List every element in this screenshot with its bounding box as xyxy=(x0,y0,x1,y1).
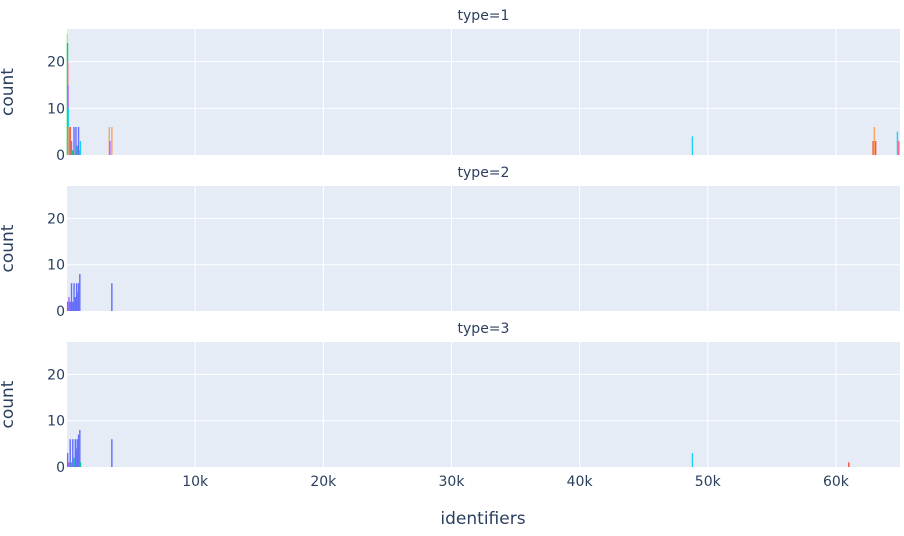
histogram-bar xyxy=(73,127,75,155)
histogram-bar xyxy=(111,127,113,155)
histogram-bar xyxy=(68,127,70,155)
histogram-bar xyxy=(79,429,81,467)
x-axis-title: identifiers xyxy=(440,509,525,529)
facet-title: type=2 xyxy=(458,165,510,181)
facet-panel: 0 10 20 count type=2 xyxy=(0,165,900,320)
histogram-bar xyxy=(111,283,113,311)
x-tick-label: 20k xyxy=(310,474,337,490)
y-tick-label: 0 xyxy=(56,304,65,320)
histogram-bar xyxy=(70,141,73,155)
histogram-bar xyxy=(74,297,77,311)
histogram-bar xyxy=(70,462,73,467)
histogram-bar xyxy=(68,462,70,467)
y-axis-title: count xyxy=(0,224,18,272)
histogram-bar xyxy=(79,141,82,155)
x-tick-label: 60k xyxy=(823,474,850,490)
facets-layer: 0 10 20 count type=1 0 10 20 count type=2 0 10 20 cou… xyxy=(0,8,900,476)
histogram-bar xyxy=(848,462,850,467)
histogram-bar xyxy=(69,301,71,311)
histogram-bar xyxy=(70,283,73,311)
facet-panel: 0 10 20 count type=3 xyxy=(0,321,900,476)
y-tick-label: 0 xyxy=(56,148,65,164)
y-tick-label: 20 xyxy=(47,55,65,71)
histogram-bar xyxy=(77,434,80,467)
y-tick-label: 10 xyxy=(47,258,65,274)
histogram-bar xyxy=(873,127,876,155)
histogram-bar xyxy=(896,131,899,155)
histogram-bar xyxy=(79,462,82,467)
histogram-bar xyxy=(72,150,74,155)
histogram-bar xyxy=(68,297,70,311)
histogram-bar xyxy=(691,453,694,467)
histogram-bar xyxy=(79,273,81,311)
facet-panel: 0 10 20 count type=1 xyxy=(0,8,900,164)
histogram-bar xyxy=(76,145,78,155)
y-tick-label: 10 xyxy=(47,414,65,430)
y-tick-label: 20 xyxy=(47,211,65,227)
histogram-bar xyxy=(73,457,75,467)
y-tick-label: 20 xyxy=(47,367,65,383)
y-axis-title: count xyxy=(0,380,18,428)
histogram-bar xyxy=(66,301,69,311)
plot-background xyxy=(67,29,900,155)
facet-title: type=1 xyxy=(458,8,510,24)
histogram-bar xyxy=(69,439,71,467)
histogram-bar xyxy=(77,127,80,155)
histogram-bar xyxy=(77,283,80,311)
x-tick-label: 50k xyxy=(695,474,722,490)
histogram-bar xyxy=(73,283,75,311)
histogram-bar xyxy=(72,301,74,311)
histogram-bar xyxy=(872,141,874,155)
x-tick-label: 30k xyxy=(439,474,466,490)
histogram-bar xyxy=(898,141,900,155)
facet-title: type=3 xyxy=(458,321,510,337)
histogram-bar xyxy=(691,136,694,155)
y-axis-title: count xyxy=(0,68,18,116)
y-tick-label: 10 xyxy=(47,101,65,117)
x-tick-label: 10k xyxy=(182,474,209,490)
histogram-bar xyxy=(874,141,877,155)
histogram-bar xyxy=(75,283,78,311)
plot-background xyxy=(67,186,900,311)
x-axis: 10k 20k 30k 40k 50k 60k xyxy=(182,474,850,490)
histogram-bar xyxy=(75,127,77,155)
plot-background xyxy=(67,342,900,467)
histogram-bar xyxy=(111,439,113,467)
histogram-bar xyxy=(109,141,111,155)
histogram-bar xyxy=(69,127,71,155)
x-tick-label: 40k xyxy=(567,474,594,490)
histogram-bar xyxy=(66,453,69,467)
y-tick-label: 0 xyxy=(56,460,65,476)
histogram-bar xyxy=(75,448,77,467)
histogram-bar xyxy=(72,439,74,467)
